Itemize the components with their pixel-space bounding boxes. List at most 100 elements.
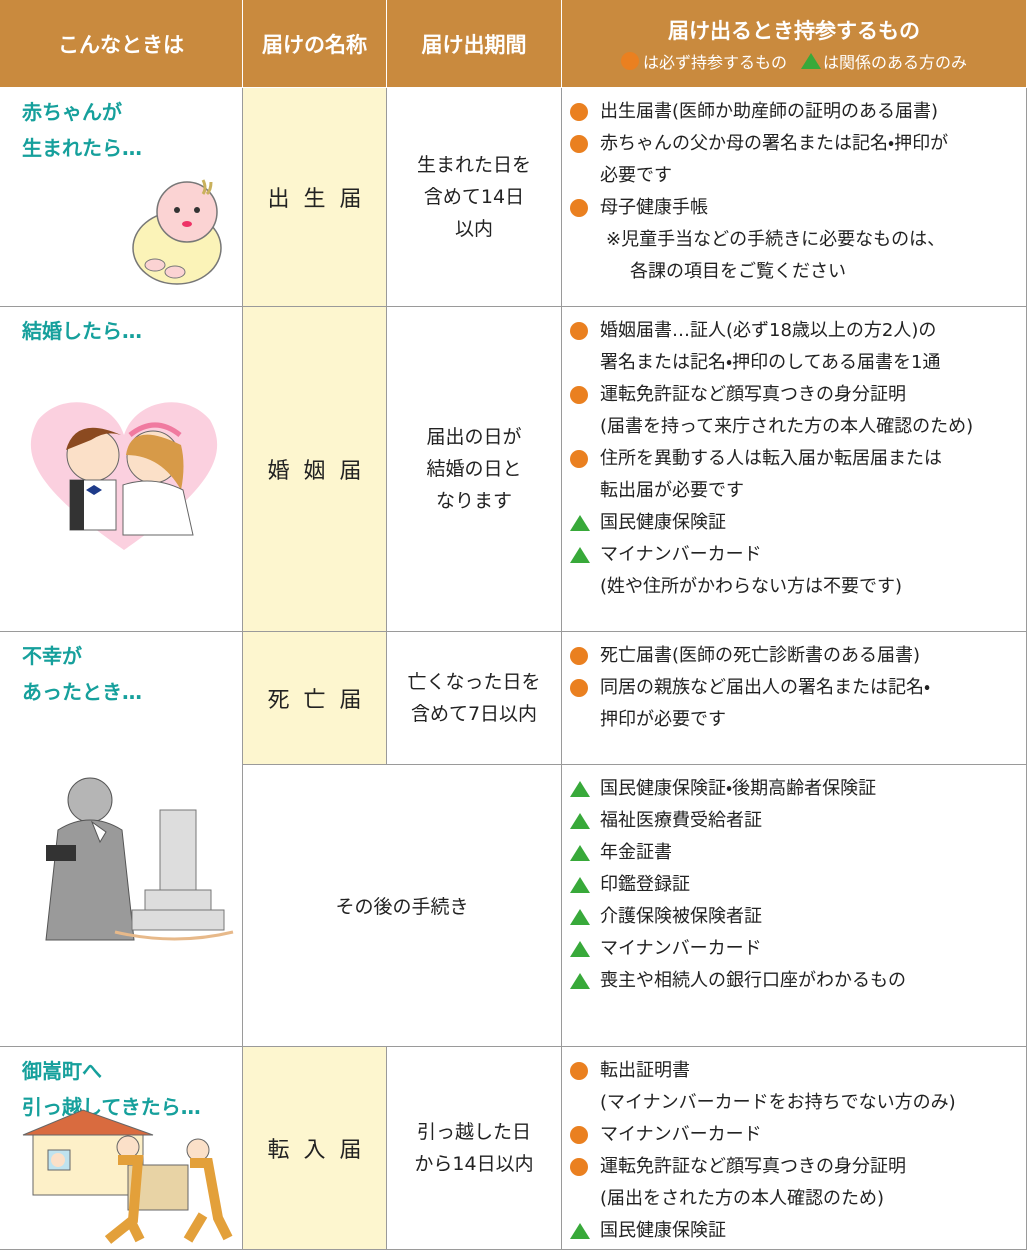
header-name: 届けの名称 xyxy=(243,0,387,88)
item: 介護保険被保険者証 xyxy=(570,901,1020,933)
circle-mark xyxy=(570,679,588,697)
situation-line: あったとき… xyxy=(22,680,142,704)
item-line: 死亡届書(医師の死亡診断書のある届書) xyxy=(600,645,921,666)
item-line: マイナンバーカード xyxy=(600,544,762,565)
triangle-mark xyxy=(570,877,590,893)
circle-mark xyxy=(570,647,588,665)
circle-shape xyxy=(570,322,588,340)
item: 福祉医療費受給者証 xyxy=(570,805,1020,837)
period-line: 生まれた日を xyxy=(416,154,531,176)
item: ※児童手当などの手続きに必要なものは、 各課の項目をご覧ください xyxy=(570,224,1020,288)
item: 赤ちゃんの父か母の署名または記名・押印が 必要です xyxy=(570,128,1020,192)
item: 年金証書 xyxy=(570,837,1020,869)
triangle-mark xyxy=(570,547,590,563)
situation-line: 引っ越してきたら… xyxy=(22,1095,201,1119)
circle-mark xyxy=(570,199,588,217)
item-line: 同居の親族など届出人の署名または記名・ xyxy=(600,677,931,698)
period-line: から14日以内 xyxy=(414,1153,534,1175)
after-label: その後の手続き xyxy=(243,765,562,1047)
item-line: (マイナンバーカードをお持ちでない方のみ) xyxy=(600,1092,956,1113)
circle-mark xyxy=(570,1062,588,1080)
item-line: 住所を異動する人は転入届か転居届または xyxy=(600,448,942,469)
item-line: 介護保険被保険者証 xyxy=(600,906,762,927)
triangle-mark xyxy=(570,941,590,957)
item-line: 転出届が必要です xyxy=(600,480,744,501)
item-line: マイナンバーカード xyxy=(600,1124,762,1145)
circle-mark xyxy=(570,386,588,404)
circle-shape xyxy=(570,450,588,468)
circle-shape xyxy=(570,103,588,121)
circle-shape xyxy=(570,135,588,153)
item: 出生届書(医師か助産師の証明のある届書) xyxy=(570,96,1020,128)
period-line: なります xyxy=(435,490,512,512)
baby-illustration xyxy=(132,179,222,285)
situation-line: 御嵩町へ xyxy=(22,1059,102,1083)
legend-triangle-text: は関係のある方のみ xyxy=(823,52,968,72)
circle-mark xyxy=(570,450,588,468)
triangle-mark xyxy=(570,973,590,989)
item-line: 国民健康保険証 xyxy=(600,512,726,533)
item-line: 婚姻届書…証人(必ず18歳以上の方2人)の xyxy=(600,320,937,341)
period-line: 引っ越した日 xyxy=(416,1121,531,1143)
form-name: 死亡届 xyxy=(243,632,387,765)
circle-shape xyxy=(570,1062,588,1080)
item: マイナンバーカード (姓や住所がかわらない方は不要です) xyxy=(570,539,1020,603)
circle-shape xyxy=(570,1158,588,1176)
item: 死亡届書(医師の死亡診断書のある届書) xyxy=(570,640,1020,672)
item-line: 国民健康保険証・後期高齢者保険証 xyxy=(600,778,877,799)
item-line: 各課の項目をご覧ください xyxy=(630,261,846,282)
triangle-shape xyxy=(570,877,590,893)
item: 住所を異動する人は転入届か転居届または 転出届が必要です xyxy=(570,443,1020,507)
item: 国民健康保険証 xyxy=(570,1215,1020,1247)
item-line: 運転免許証など顔写真つきの身分証明 xyxy=(600,384,906,405)
item: 転出証明書 (マイナンバーカードをお持ちでない方のみ) xyxy=(570,1055,1020,1119)
item-line: 転出証明書 xyxy=(600,1060,690,1081)
item-line: 赤ちゃんの父か母の署名または記名・押印が xyxy=(600,133,949,154)
period-line: 含めて14日 xyxy=(423,186,525,208)
after-items: 国民健康保険証・後期高齢者保険証 福祉医療費受給者証 年金証書 印鑑登録証 介護保険被保… xyxy=(562,765,1027,1047)
period-line: 結婚の日と xyxy=(426,458,522,480)
moving-illustration xyxy=(22,1109,233,1244)
triangle-shape xyxy=(570,547,590,563)
period: 引っ越した日 から14日以内 xyxy=(387,1047,562,1250)
header-period: 届け出期間 xyxy=(387,0,562,88)
circle-shape xyxy=(570,647,588,665)
triangle-shape xyxy=(570,781,590,797)
items: 出生届書(医師か助産師の証明のある届書) 赤ちゃんの父か母の署名または記名・押印が… xyxy=(562,88,1027,307)
form-name: 転入届 xyxy=(243,1047,387,1250)
circle-mark xyxy=(570,1158,588,1176)
circle-shape xyxy=(620,51,639,70)
situation-line: 不幸が xyxy=(22,644,82,668)
item-line: 喪主や相続人の銀行口座がわかるもの xyxy=(600,970,906,991)
triangle-mark xyxy=(570,515,590,531)
legend-circle-text: は必ず持参するもの xyxy=(642,52,787,72)
circle-mark xyxy=(570,1126,588,1144)
item-line: 年金証書 xyxy=(600,842,672,863)
triangle-shape xyxy=(570,845,590,861)
circle-shape xyxy=(570,386,588,404)
triangle-mark xyxy=(570,781,590,797)
situation: 不幸があったとき… xyxy=(0,632,243,1047)
item-line: (届書を持って来庁された方の本人確認のため) xyxy=(600,416,974,437)
circle-mark xyxy=(570,322,588,340)
item-line: 署名または記名・押印のしてある届書を1通 xyxy=(600,352,941,373)
situation-line: 結婚したら… xyxy=(22,319,142,343)
item-line: (届出をされた方の本人確認のため) xyxy=(600,1188,885,1209)
item: 母子健康手帳 xyxy=(570,192,1020,224)
item: 同居の親族など届出人の署名または記名・ 押印が必要です xyxy=(570,672,1020,736)
item: 喪主や相続人の銀行口座がわかるもの xyxy=(570,965,1020,997)
triangle-shape xyxy=(570,941,590,957)
item: 婚姻届書…証人(必ず18歳以上の方2人)の 署名または記名・押印のしてある届書を1… xyxy=(570,315,1020,379)
form-name: 出生届 xyxy=(243,88,387,307)
item-line: 国民健康保険証 xyxy=(600,1220,726,1241)
items: 転出証明書 (マイナンバーカードをお持ちでない方のみ) マイナンバーカード 運転免許証… xyxy=(562,1047,1027,1250)
item-line: 出生届書(医師か助産師の証明のある届書) xyxy=(600,101,939,122)
circle-shape xyxy=(570,1126,588,1144)
circle-shape xyxy=(570,679,588,697)
triangle-shape xyxy=(570,909,590,925)
item-line: 福祉医療費受給者証 xyxy=(600,810,762,831)
period-line: 以内 xyxy=(454,218,493,240)
period-line: 亡くなった日を xyxy=(407,671,541,693)
item-line: 母子健康手帳 xyxy=(600,197,708,218)
